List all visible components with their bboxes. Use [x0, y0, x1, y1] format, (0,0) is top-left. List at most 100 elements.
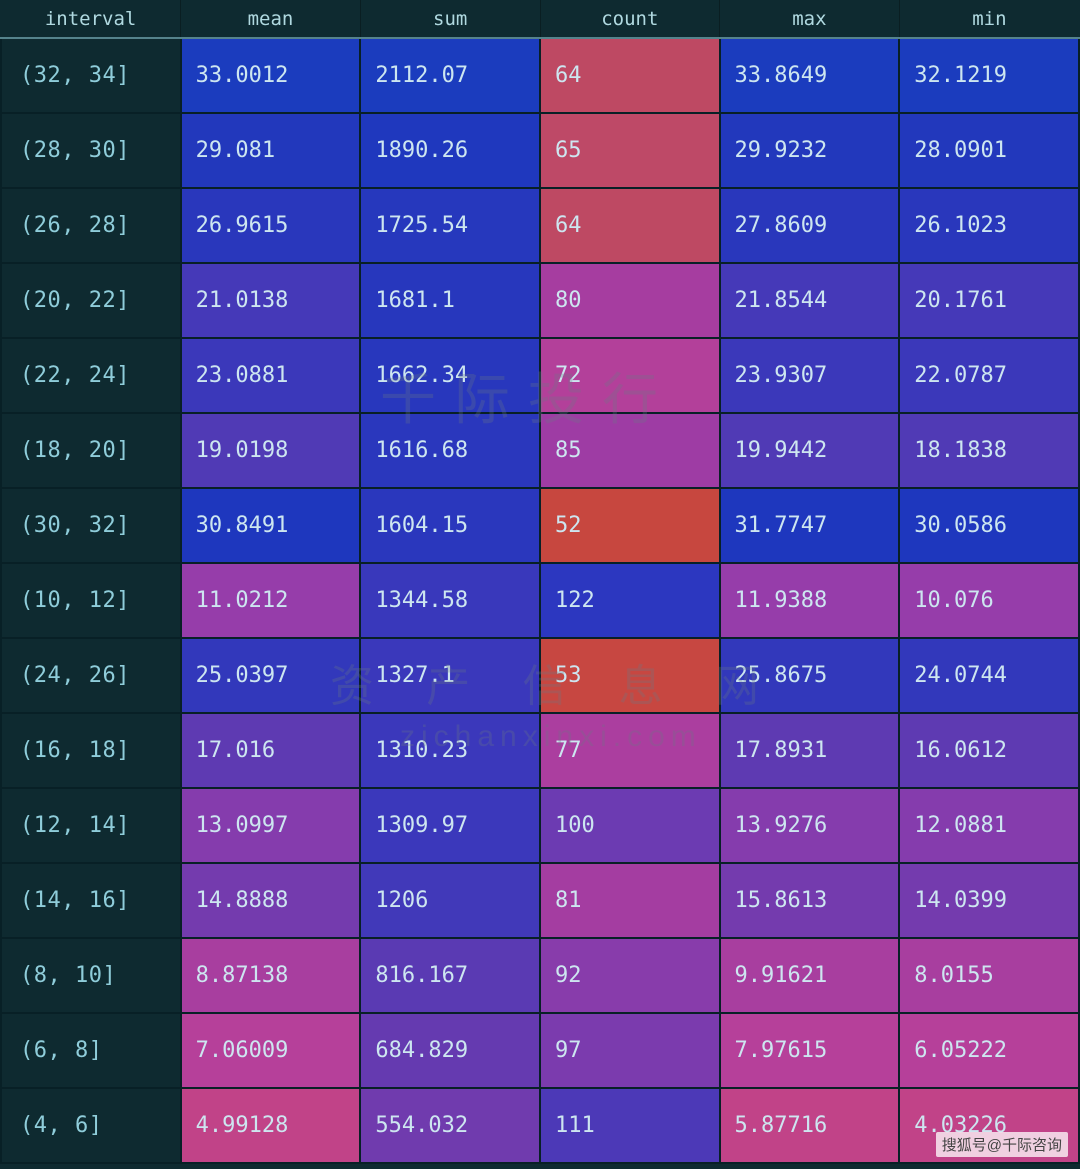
table-row: (12, 14]13.09971309.9710013.927612.0881 [1, 788, 1079, 863]
data-cell: 684.829 [360, 1013, 540, 1088]
row-label: (22, 24] [1, 338, 181, 413]
data-cell: 1890.26 [360, 113, 540, 188]
header-min: min [899, 0, 1079, 38]
data-cell: 1616.68 [360, 413, 540, 488]
data-cell: 8.87138 [181, 938, 361, 1013]
data-cell: 92 [540, 938, 720, 1013]
data-cell: 554.032 [360, 1088, 540, 1163]
row-label: (4, 6] [1, 1088, 181, 1163]
data-cell: 31.7747 [720, 488, 900, 563]
data-cell: 64 [540, 188, 720, 263]
data-cell: 30.8491 [181, 488, 361, 563]
header-interval: interval [1, 0, 181, 38]
data-cell: 65 [540, 113, 720, 188]
data-cell: 14.0399 [899, 863, 1079, 938]
table-row: (18, 20]19.01981616.688519.944218.1838 [1, 413, 1079, 488]
data-cell: 1725.54 [360, 188, 540, 263]
data-cell: 1681.1 [360, 263, 540, 338]
data-cell: 80 [540, 263, 720, 338]
data-cell: 26.1023 [899, 188, 1079, 263]
header-mean: mean [181, 0, 361, 38]
data-cell: 1662.34 [360, 338, 540, 413]
table-row: (6, 8]7.06009684.829977.976156.05222 [1, 1013, 1079, 1088]
data-cell: 11.9388 [720, 563, 900, 638]
header-sum: sum [360, 0, 540, 38]
watermark-bottom-right: 搜狐号@千际咨询 [936, 1132, 1068, 1157]
data-cell: 53 [540, 638, 720, 713]
data-cell: 122 [540, 563, 720, 638]
data-cell: 8.0155 [899, 938, 1079, 1013]
data-cell: 29.081 [181, 113, 361, 188]
row-label: (6, 8] [1, 1013, 181, 1088]
data-cell: 30.0586 [899, 488, 1079, 563]
data-cell: 6.05222 [899, 1013, 1079, 1088]
data-cell: 16.0612 [899, 713, 1079, 788]
data-cell: 28.0901 [899, 113, 1079, 188]
table-row: (26, 28]26.96151725.546427.860926.1023 [1, 188, 1079, 263]
data-cell: 33.8649 [720, 38, 900, 113]
table-row: (8, 10]8.87138816.167929.916218.0155 [1, 938, 1079, 1013]
data-cell: 72 [540, 338, 720, 413]
data-cell: 10.076 [899, 563, 1079, 638]
data-cell: 11.0212 [181, 563, 361, 638]
row-label: (26, 28] [1, 188, 181, 263]
table-row: (20, 22]21.01381681.18021.854420.1761 [1, 263, 1079, 338]
data-cell: 23.9307 [720, 338, 900, 413]
data-cell: 7.06009 [181, 1013, 361, 1088]
data-cell: 2112.07 [360, 38, 540, 113]
data-cell: 1310.23 [360, 713, 540, 788]
data-cell: 111 [540, 1088, 720, 1163]
table-row: (30, 32]30.84911604.155231.774730.0586 [1, 488, 1079, 563]
table-row: (22, 24]23.08811662.347223.930722.0787 [1, 338, 1079, 413]
row-label: (14, 16] [1, 863, 181, 938]
header-max: max [720, 0, 900, 38]
data-cell: 33.0012 [181, 38, 361, 113]
data-cell: 13.9276 [720, 788, 900, 863]
data-cell: 15.8613 [720, 863, 900, 938]
table-row: (28, 30]29.0811890.266529.923228.0901 [1, 113, 1079, 188]
header-row: interval mean sum count max min [1, 0, 1079, 38]
data-cell: 20.1761 [899, 263, 1079, 338]
data-cell: 19.9442 [720, 413, 900, 488]
data-cell: 9.91621 [720, 938, 900, 1013]
data-cell: 1309.97 [360, 788, 540, 863]
data-cell: 1344.58 [360, 563, 540, 638]
data-cell: 23.0881 [181, 338, 361, 413]
data-cell: 25.8675 [720, 638, 900, 713]
data-cell: 7.97615 [720, 1013, 900, 1088]
data-cell: 17.016 [181, 713, 361, 788]
data-cell: 26.9615 [181, 188, 361, 263]
table-row: (4, 6]4.99128554.0321115.877164.03226 [1, 1088, 1079, 1163]
row-label: (20, 22] [1, 263, 181, 338]
table-row: (32, 34]33.00122112.076433.864932.1219 [1, 38, 1079, 113]
data-cell: 18.1838 [899, 413, 1079, 488]
row-label: (32, 34] [1, 38, 181, 113]
data-cell: 1604.15 [360, 488, 540, 563]
row-label: (16, 18] [1, 713, 181, 788]
data-cell: 17.8931 [720, 713, 900, 788]
data-cell: 816.167 [360, 938, 540, 1013]
data-cell: 21.0138 [181, 263, 361, 338]
data-cell: 21.8544 [720, 263, 900, 338]
table-row: (16, 18]17.0161310.237717.893116.0612 [1, 713, 1079, 788]
data-cell: 100 [540, 788, 720, 863]
data-cell: 25.0397 [181, 638, 361, 713]
row-label: (10, 12] [1, 563, 181, 638]
data-cell: 5.87716 [720, 1088, 900, 1163]
heatmap-table: interval mean sum count max min (32, 34]… [0, 0, 1080, 1164]
row-label: (8, 10] [1, 938, 181, 1013]
row-label: (30, 32] [1, 488, 181, 563]
data-cell: 13.0997 [181, 788, 361, 863]
data-cell: 12.0881 [899, 788, 1079, 863]
data-cell: 27.8609 [720, 188, 900, 263]
row-label: (12, 14] [1, 788, 181, 863]
data-cell: 81 [540, 863, 720, 938]
data-cell: 77 [540, 713, 720, 788]
data-cell: 24.0744 [899, 638, 1079, 713]
data-cell: 4.99128 [181, 1088, 361, 1163]
data-cell: 32.1219 [899, 38, 1079, 113]
data-cell: 97 [540, 1013, 720, 1088]
table-row: (14, 16]14.888812068115.861314.0399 [1, 863, 1079, 938]
header-count: count [540, 0, 720, 38]
data-cell: 22.0787 [899, 338, 1079, 413]
